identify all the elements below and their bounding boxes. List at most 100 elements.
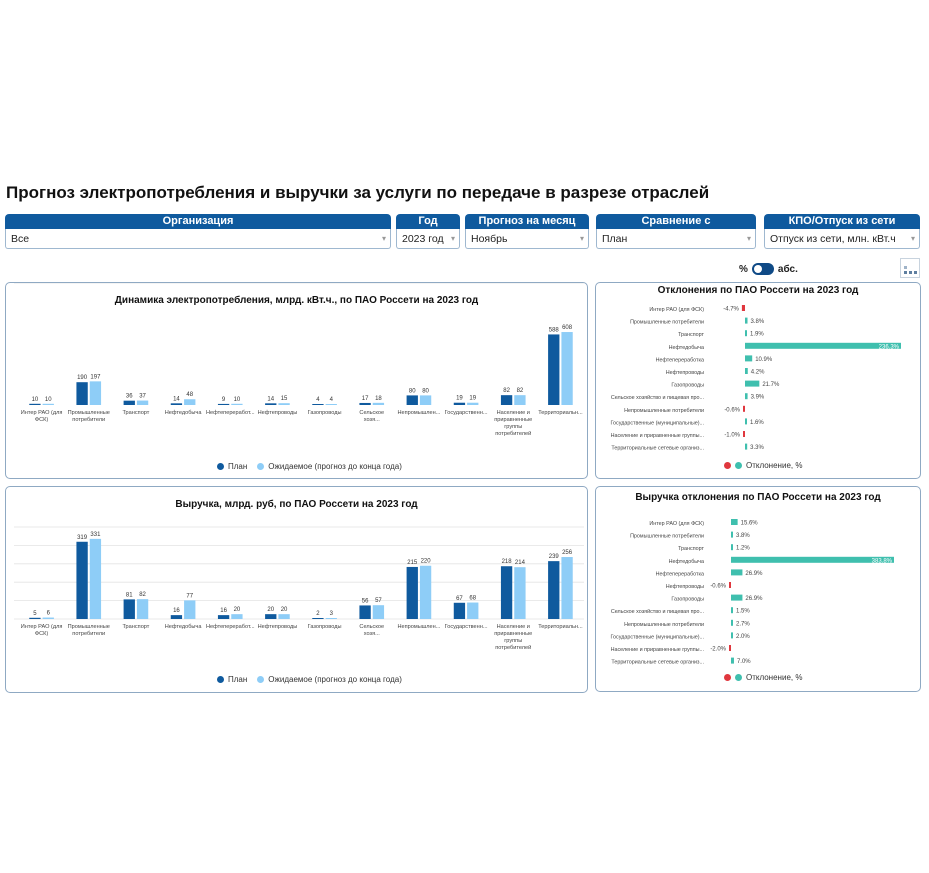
category-label: Сельское хозя... (359, 410, 384, 423)
deviation-value-label: 1.9% (750, 332, 764, 338)
category-label: Нефтепереработ... (206, 410, 255, 416)
category-label: Нефтепереработ... (206, 624, 255, 630)
category-label: Интер РАО (для ФСК) (649, 307, 704, 313)
category-label: Интер РАО (для ФСК) (21, 624, 63, 637)
bar-plan (548, 561, 560, 619)
chevron-down-icon: ▾ (450, 234, 455, 243)
filter-forecast-month-select[interactable]: Ноябрь ▾ (465, 229, 589, 249)
bar-expected (89, 381, 102, 405)
legend-pos-marker (735, 674, 742, 681)
deviation-value-label: 3.9% (751, 395, 765, 401)
chevron-down-icon: ▾ (910, 234, 915, 243)
bar-value-label: 19 (469, 396, 476, 402)
legend-pos-marker (735, 462, 742, 469)
deviation-bar-negative (729, 582, 731, 588)
bar-value-label: 68 (469, 596, 476, 602)
percent-abs-toggle[interactable]: % абс. (739, 263, 798, 275)
category-label: Нефтедобыча (669, 345, 704, 351)
bar-value-label: 81 (126, 592, 133, 598)
bar-expected (325, 404, 337, 405)
bar-plan (123, 400, 135, 405)
filter-forecast-month-header: Прогноз на месяц (465, 214, 589, 229)
deviation-bar-positive (731, 619, 733, 626)
category-label: Нефтепереработка (656, 571, 704, 577)
deviation-value-label: -2.0% (710, 647, 726, 653)
legend-revenue-deviation: Отклонение, % (724, 673, 802, 682)
bar-plan (359, 402, 371, 405)
bar-plan (29, 617, 41, 619)
focus-mode-icon[interactable] (900, 258, 920, 278)
filter-year[interactable]: Год 2023 год ▾ (396, 214, 460, 250)
bar-plan (170, 403, 183, 405)
bar-value-label: 190 (77, 375, 88, 381)
bar-expected (278, 403, 290, 405)
filter-kpo[interactable]: КПО/Отпуск из сети Отпуск из сети, млн. … (764, 214, 920, 250)
legend-revenue-deviation-label: Отклонение, % (746, 673, 803, 682)
category-label: Непромышленные потребители (624, 408, 704, 414)
deviation-value-label: 2.0% (736, 634, 750, 640)
deviation-bar-positive (731, 519, 738, 525)
category-label: Государственные (муниципальные)... (610, 634, 704, 640)
filter-organization-select[interactable]: Все ▾ (5, 229, 391, 249)
deviation-bar-positive (731, 657, 734, 664)
deviation-value-label: 21.7% (762, 382, 780, 388)
bar-plan (406, 395, 418, 405)
chart-title-revenue: Выручка, млрд. руб, по ПАО Россети на 20… (175, 499, 418, 510)
category-label: Нефтепереработка (656, 357, 704, 363)
bar-plan (29, 403, 41, 405)
category-label: Нефтедобыча (165, 410, 203, 416)
category-label: Нефтедобыча (165, 624, 203, 630)
page-title: Прогноз электропотребления и выручки за … (6, 183, 710, 202)
deviation-bar-chart: Интер РАО (для ФСК) -4.7% Промышленные пот… (610, 305, 901, 452)
category-label: Газопроводы (308, 624, 342, 630)
category-label: Газопроводы (671, 383, 704, 389)
bar-value-label: 588 (549, 327, 560, 333)
category-label: Территориальн... (538, 410, 583, 416)
bar-value-label: 18 (375, 396, 382, 402)
bar-expected (42, 617, 54, 619)
filter-organization[interactable]: Организация Все ▾ (5, 214, 391, 250)
deviation-value-label: 1.2% (736, 546, 750, 552)
bar-value-label: 17 (362, 396, 369, 402)
bar-expected (514, 567, 526, 619)
bar-value-label: 48 (186, 392, 193, 398)
category-label: Государственн... (445, 624, 488, 630)
deviation-bar-positive (731, 594, 743, 601)
bar-expected (136, 400, 149, 405)
bar-value-label: 77 (186, 593, 193, 599)
toggle-switch[interactable] (751, 263, 774, 275)
filter-compare[interactable]: Сравнение с План ▾ (596, 214, 756, 250)
deviation-bar-negative (743, 431, 745, 437)
bar-value-label: 15 (281, 396, 288, 402)
bar-value-label: 82 (139, 592, 146, 598)
filter-kpo-select[interactable]: Отпуск из сети, млн. кВт.ч ▾ (764, 229, 920, 249)
bar-expected (514, 395, 526, 405)
deviation-value-label: -1.0% (724, 433, 740, 439)
bar-expected (419, 565, 432, 619)
deviation-bar-negative (741, 305, 745, 311)
deviation-bar-positive (731, 569, 743, 576)
filter-forecast-month[interactable]: Прогноз на месяц Ноябрь ▾ (465, 214, 589, 250)
legend-consumption: План Ожидаемое (прогноз до конца года) (217, 462, 402, 471)
category-label: Сельское хозяйство и пищевая про... (611, 608, 704, 615)
deviation-value-label: 1.5% (736, 609, 750, 615)
bar-expected (325, 618, 337, 619)
filter-compare-select[interactable]: План ▾ (596, 229, 756, 249)
deviation-bar-positive (731, 607, 733, 614)
deviation-value-label: -0.6% (724, 407, 740, 413)
deviation-value-label: 383.8% (872, 558, 893, 564)
bar-value-label: 56 (362, 598, 369, 604)
category-label: Население и приравненные группы... (611, 647, 704, 653)
filter-forecast-month-value: Ноябрь (471, 233, 508, 245)
filter-organization-header: Организация (5, 214, 391, 229)
bar-value-label: 5 (33, 611, 37, 617)
bar-plan (500, 566, 513, 619)
deviation-value-label: -0.6% (710, 584, 726, 590)
filter-compare-value: План (602, 233, 628, 245)
bar-value-label: 57 (375, 598, 382, 604)
filter-year-select[interactable]: 2023 год ▾ (396, 229, 460, 249)
bar-value-label: 10 (45, 397, 52, 403)
bar-expected (42, 403, 54, 405)
bar-expected (184, 600, 196, 619)
category-label: Население и приравненные группы потребителе… (494, 624, 532, 651)
